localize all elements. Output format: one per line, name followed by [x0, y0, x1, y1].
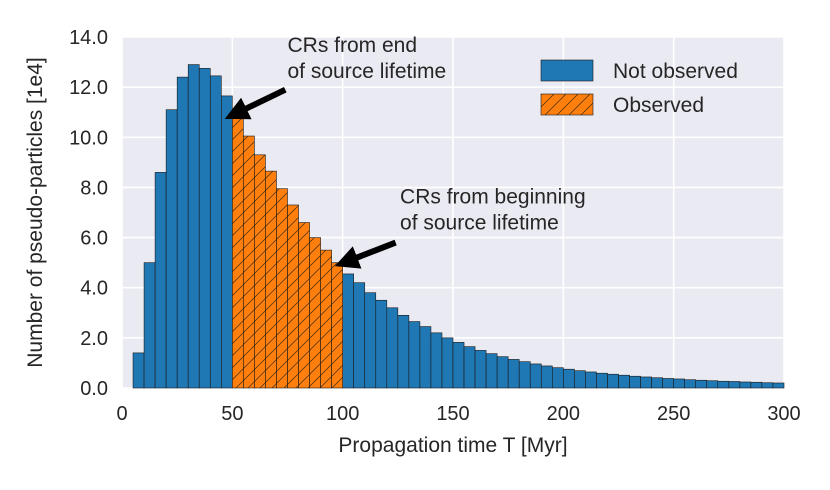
- not-observed-bar: [485, 353, 498, 389]
- not-observed-bar: [386, 307, 399, 389]
- not-observed-bar: [496, 356, 509, 389]
- not-observed-bar: [750, 381, 763, 389]
- observed-bar-hatch: [320, 250, 332, 388]
- y-axis-label: Number of pseudo-particles [1e4]: [24, 57, 47, 368]
- not-observed-bar: [585, 371, 597, 389]
- y-tick-label: 8.0: [80, 177, 108, 199]
- not-observed-bar: [364, 292, 377, 389]
- x-tick-label: 50: [221, 403, 243, 425]
- annotation-text-end: of source lifetime: [288, 60, 447, 83]
- not-observed-bar: [375, 299, 388, 389]
- not-observed-bar: [706, 380, 719, 389]
- not-observed-bar: [662, 378, 674, 389]
- annotation-arrow-begin: [334, 239, 397, 269]
- not-observed-bar: [540, 365, 553, 389]
- annotation-text-begin: CRs from beginning: [400, 186, 586, 209]
- not-observed-bar: [596, 372, 608, 389]
- not-observed-bar: [563, 368, 575, 389]
- not-observed-bar: [728, 381, 741, 389]
- observed-bar-hatch: [243, 136, 255, 388]
- not-observed-bar: [772, 382, 785, 389]
- not-observed-bar: [607, 373, 619, 389]
- observed-bar-hatch: [254, 154, 266, 388]
- not-observed-bar: [397, 314, 410, 389]
- legend-label: Observed: [613, 94, 704, 117]
- not-observed-bar: [651, 377, 663, 389]
- not-observed-bar: [518, 361, 531, 389]
- not-observed-bar: [739, 381, 752, 389]
- not-observed-bar: [695, 379, 708, 389]
- annotation-text-begin: of source lifetime: [400, 212, 559, 235]
- observed-bar-hatch: [331, 262, 343, 388]
- observed-bar-hatch: [298, 222, 310, 388]
- x-tick-label: 150: [436, 403, 469, 425]
- not-observed-bar: [430, 332, 443, 389]
- not-observed-bar: [353, 282, 366, 389]
- not-observed-bar: [132, 352, 145, 389]
- not-observed-bar: [408, 321, 421, 389]
- y-tick-label: 12.0: [69, 77, 108, 99]
- x-tick-label: 0: [116, 403, 127, 425]
- not-observed-bar: [419, 326, 432, 389]
- not-observed-bar: [640, 376, 652, 389]
- observed-bar-hatch: [265, 171, 277, 388]
- observed-bar-hatch: [309, 237, 321, 388]
- x-tick-label: 100: [326, 403, 359, 425]
- not-observed-bar: [154, 172, 167, 389]
- legend: Not observed Observed: [540, 59, 738, 117]
- y-tick-label: 6.0: [80, 228, 108, 250]
- x-tick-label: 200: [547, 403, 580, 425]
- x-tick-label: 250: [657, 403, 690, 425]
- not-observed-bar: [209, 75, 222, 389]
- not-observed-bar: [717, 380, 730, 389]
- not-observed-bar: [441, 337, 454, 389]
- not-observed-bar: [198, 68, 211, 389]
- x-axis-label: Propagation time T [Myr]: [338, 434, 567, 457]
- y-tick-label: 0.0: [80, 378, 108, 400]
- not-observed-bar: [629, 375, 641, 389]
- tick-labels: 0 50 100 150 200 250 300 0.0 2.0 4.0 6.0 8.0 10.0 12.…: [69, 27, 801, 425]
- observed-bar-hatch: [276, 188, 288, 388]
- not-observed-bar: [221, 95, 233, 389]
- not-observed-bar: [452, 342, 465, 389]
- not-observed-bar: [618, 374, 630, 389]
- not-observed-bar: [507, 359, 520, 389]
- y-tick-label: 14.0: [69, 27, 108, 49]
- annotations: CRs from end of source lifetime CRs from b…: [224, 34, 586, 269]
- not-observed-bar: [165, 109, 178, 389]
- y-tick-label: 4.0: [80, 278, 108, 300]
- not-observed-bar: [529, 363, 542, 389]
- not-observed-bar: [463, 346, 476, 389]
- not-observed-bar: [551, 367, 564, 389]
- legend-swatch: [540, 59, 594, 82]
- observed-bar-hatch: [287, 204, 299, 388]
- legend-label: Not observed: [613, 60, 738, 83]
- annotation-text-end: CRs from end: [288, 34, 418, 57]
- y-tick-label: 10.0: [69, 127, 108, 149]
- not-observed-bar: [684, 379, 697, 389]
- not-observed-bar: [474, 350, 487, 389]
- not-observed-bar: [761, 382, 774, 389]
- not-observed-bar: [673, 378, 686, 389]
- legend-swatch-hatch: [541, 94, 593, 115]
- not-observed-bar: [187, 64, 200, 389]
- not-observed-bar: [143, 262, 156, 389]
- not-observed-bar: [176, 76, 189, 389]
- observed-bar-hatch: [232, 114, 244, 388]
- x-tick-label: 300: [767, 403, 800, 425]
- not-observed-bar: [342, 273, 354, 389]
- y-tick-label: 2.0: [80, 328, 108, 350]
- not-observed-bar: [574, 370, 586, 389]
- annotation-arrow-end: [224, 86, 287, 120]
- bars: [132, 64, 785, 389]
